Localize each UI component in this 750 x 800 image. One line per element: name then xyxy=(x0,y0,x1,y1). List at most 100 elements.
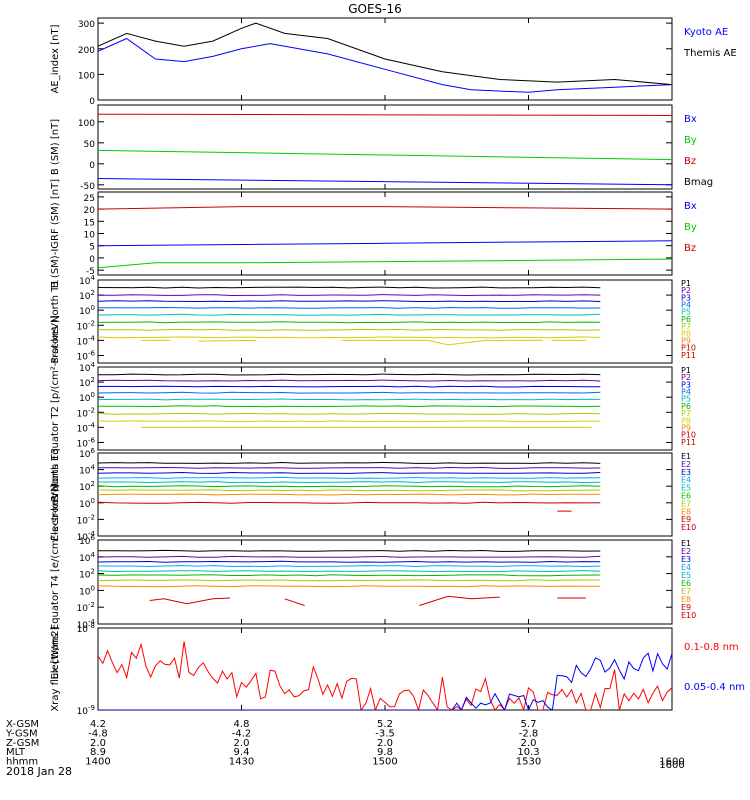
legend-entry: P3 xyxy=(681,293,691,302)
y-tick-label: 25 xyxy=(84,194,95,204)
y-tick-label: 10-6 xyxy=(77,349,96,362)
legend-entry: P11 xyxy=(681,438,696,447)
y-tick-label: 200 xyxy=(78,46,95,56)
series-line-bz xyxy=(98,206,672,210)
series-line-e1 xyxy=(98,549,601,552)
legend-entry: P2 xyxy=(681,286,691,295)
legend-entry: Themis AE xyxy=(683,48,737,59)
y-axis-label: Electrons Equator T4 [e/(cm²-s-sr-keV)] xyxy=(50,484,61,679)
legend-entry: P1 xyxy=(681,279,691,288)
legend-entry: E7 xyxy=(681,499,691,508)
y-tick-label: 5 xyxy=(89,243,95,253)
orbit-row-value: 5.2 xyxy=(377,719,393,730)
series-line-e5 xyxy=(98,481,601,484)
legend-entry: E10 xyxy=(681,611,696,620)
y-tick-label: 104 xyxy=(79,361,95,374)
y-tick-label: 10-9 xyxy=(77,704,95,717)
orbit-row-value: 8.9 xyxy=(90,747,106,758)
series-line-p7 xyxy=(98,328,601,331)
x-axis-end-label: 1600 xyxy=(659,760,684,771)
y-tick-label: 102 xyxy=(79,480,95,493)
y-tick-label: 106 xyxy=(79,534,95,547)
y-tick-label: 300 xyxy=(78,20,95,30)
legend-entry: E1 xyxy=(681,452,691,461)
legend-entry: E8 xyxy=(681,507,691,516)
orbit-row-value: 2.0 xyxy=(234,738,250,749)
series-group xyxy=(98,206,672,269)
legend-entry: P6 xyxy=(681,402,691,411)
y-tick-label: 100 xyxy=(78,71,95,81)
y-tick-label: 10-2 xyxy=(77,406,95,419)
legend-entry: 0.1-0.8 nm xyxy=(684,642,739,653)
series-line-bx xyxy=(98,178,672,186)
y-tick-label: 50 xyxy=(84,140,96,150)
orbit-row-value: 5.7 xyxy=(521,719,537,730)
series-line-0-05-0-4-nm xyxy=(98,652,672,710)
series-line-bz xyxy=(98,113,672,116)
series-line-p6 xyxy=(98,405,601,408)
orbit-row-label: MLT xyxy=(6,747,26,758)
series-line-p3 xyxy=(98,300,601,303)
y-tick-label: 104 xyxy=(79,274,95,287)
legend-entry: P11 xyxy=(681,351,696,360)
series-segment xyxy=(198,339,256,342)
series-line-p1 xyxy=(98,373,601,376)
y-tick-label: 0 xyxy=(89,97,95,107)
panel-frame xyxy=(97,539,673,625)
orbit-row-value: 2.0 xyxy=(521,738,537,749)
legend-entry: P5 xyxy=(681,308,691,317)
legend-entry: By xyxy=(684,135,697,146)
legend-entry: P9 xyxy=(681,423,691,432)
legend-entry: E9 xyxy=(681,515,691,524)
y-tick-label: 15 xyxy=(84,218,95,228)
legend-entry: E4 xyxy=(681,476,691,485)
series-line-p5 xyxy=(98,313,601,316)
y-tick-label: 10-6 xyxy=(77,436,96,449)
series-group xyxy=(98,641,672,710)
legend-entry: E5 xyxy=(681,571,691,580)
series-line-e5 xyxy=(98,570,601,573)
legend-entry: E2 xyxy=(681,547,691,556)
y-axis-label: Protons North T1 xyxy=(50,279,61,363)
series-line-e9 xyxy=(98,501,601,504)
orbit-footer: X-GSM 4.2 4.8 5.2 5.7 Y-GSM -4.8 -4.2 -3.5 -2.8 Z-… xyxy=(5,719,685,771)
legend-entry: P10 xyxy=(681,344,696,353)
y-tick-label: 106 xyxy=(79,447,95,460)
series-line-e4 xyxy=(98,565,601,568)
legend-entry: E10 xyxy=(681,523,696,532)
series-segment xyxy=(419,595,500,606)
y-tick-label: 100 xyxy=(79,304,95,317)
series-line-e7 xyxy=(98,579,601,582)
panel-6: 106 104 102 100 10-2 10-4 Electrons North T3 E1… xyxy=(50,447,696,543)
date-label: 2018 Jan 28 xyxy=(6,765,72,778)
series-line-bx xyxy=(98,240,672,247)
series-group xyxy=(98,286,601,346)
orbit-row-value: 10.3 xyxy=(517,747,539,758)
panel-frame xyxy=(97,279,673,364)
y-tick-label: 102 xyxy=(79,289,95,302)
legend-entry: E6 xyxy=(681,579,691,588)
y-tick-label: 10-4 xyxy=(77,618,96,631)
y-tick-label: 100 xyxy=(79,391,95,404)
legend-entry: E1 xyxy=(681,539,691,548)
series-line-by xyxy=(98,258,672,269)
orbit-row-label: X-GSM xyxy=(6,719,39,730)
legend-entry: E9 xyxy=(681,603,691,612)
y-tick-label: 0 xyxy=(89,161,95,171)
orbit-row-value: 4.2 xyxy=(90,719,106,730)
series-line-p8 xyxy=(98,420,601,423)
series-line-by xyxy=(98,149,672,161)
y-tick-label: 100 xyxy=(78,119,95,129)
legend-entry: P5 xyxy=(681,395,691,404)
legend-entry: P9 xyxy=(681,336,691,345)
series-line-e8 xyxy=(98,585,601,588)
orbit-row-label: Z-GSM xyxy=(6,738,39,749)
y-axis-label: Protons Equator T2 [p/(cm²-s-sr-keV)] xyxy=(50,315,61,502)
legend-entry: P10 xyxy=(681,431,696,440)
orbit-row-label: Y-GSM xyxy=(5,728,38,739)
orbit-row-value: 1430 xyxy=(229,757,254,768)
series-line-e8 xyxy=(98,493,601,496)
